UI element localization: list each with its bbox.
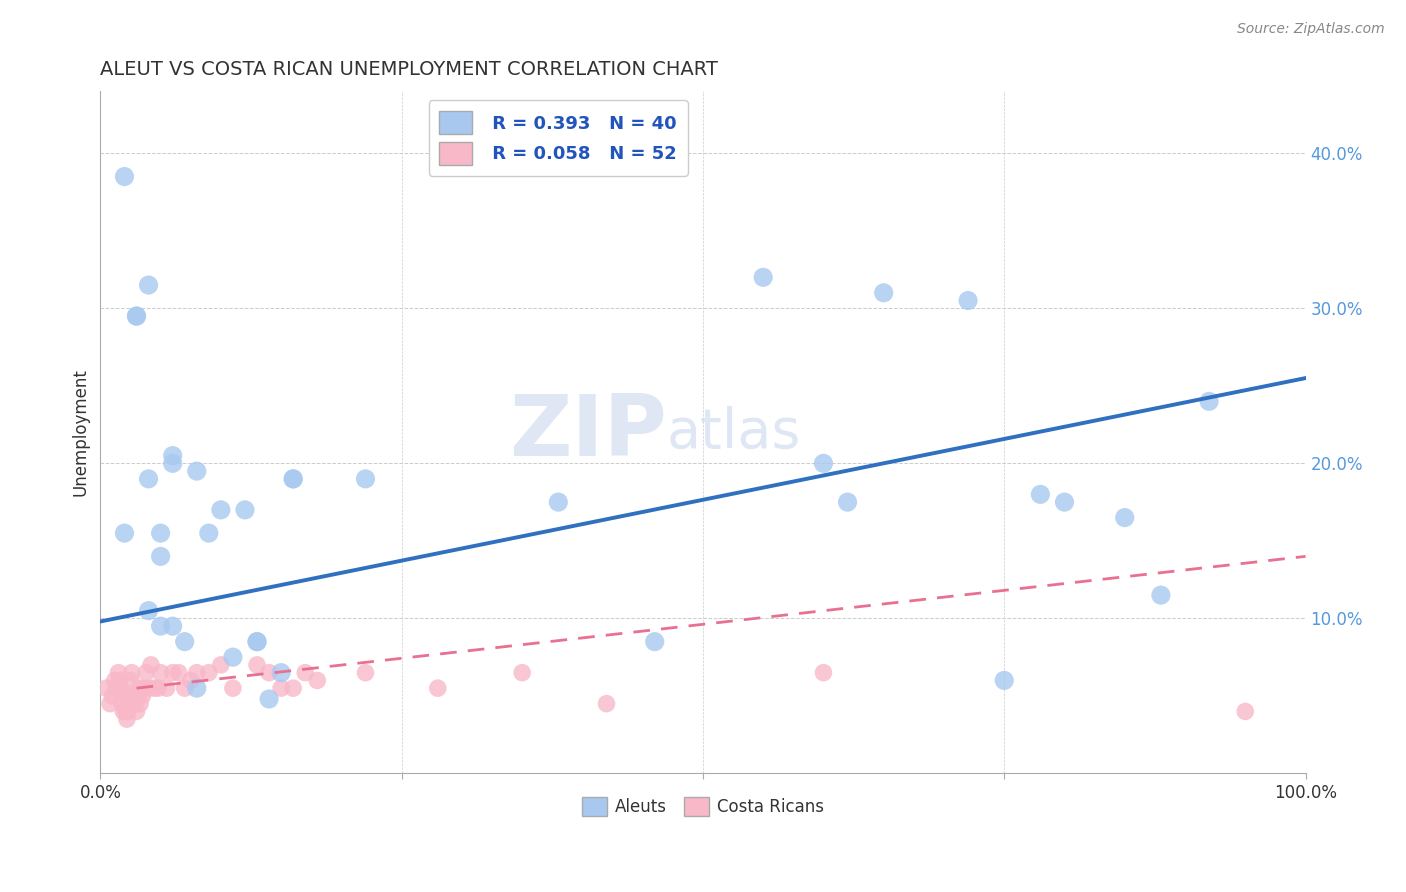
Point: [114, 705, 136, 719]
Point: [149, 619, 172, 633]
Point: [426, 681, 449, 695]
Point: [1234, 705, 1257, 719]
Point: [957, 293, 980, 308]
Point: [246, 634, 269, 648]
Point: [547, 495, 569, 509]
Point: [198, 665, 221, 680]
Point: [125, 309, 148, 323]
Point: [138, 472, 160, 486]
Point: [209, 503, 232, 517]
Point: [837, 495, 859, 509]
Point: [149, 549, 172, 564]
Point: [354, 472, 377, 486]
Point: [138, 681, 160, 695]
Point: [1029, 487, 1052, 501]
Point: [101, 689, 124, 703]
Text: atlas: atlas: [666, 405, 801, 459]
Legend: Aleuts, Costa Ricans: Aleuts, Costa Ricans: [575, 790, 831, 823]
Point: [186, 464, 208, 478]
Point: [1114, 510, 1136, 524]
Text: ALEUT VS COSTA RICAN UNEMPLOYMENT CORRELATION CHART: ALEUT VS COSTA RICAN UNEMPLOYMENT CORREL…: [100, 60, 718, 78]
Point: [873, 285, 896, 300]
Point: [117, 705, 139, 719]
Point: [246, 657, 269, 672]
Point: [198, 526, 221, 541]
Point: [110, 681, 132, 695]
Point: [257, 665, 280, 680]
Point: [167, 665, 190, 680]
Point: [149, 526, 172, 541]
Point: [104, 673, 127, 688]
Point: [108, 673, 131, 688]
Point: [993, 673, 1015, 688]
Point: [122, 689, 145, 703]
Point: [510, 665, 533, 680]
Point: [96, 681, 118, 695]
Point: [644, 634, 666, 648]
Point: [186, 665, 208, 680]
Point: [132, 681, 155, 695]
Point: [138, 278, 160, 293]
Point: [118, 697, 141, 711]
Point: [148, 681, 170, 695]
Point: [122, 697, 145, 711]
Point: [125, 309, 148, 323]
Point: [112, 705, 135, 719]
Point: [813, 665, 835, 680]
Point: [149, 665, 172, 680]
Point: [143, 681, 166, 695]
Point: [162, 665, 184, 680]
Point: [270, 665, 292, 680]
Point: [107, 665, 129, 680]
Point: [1198, 394, 1220, 409]
Point: [114, 169, 136, 184]
Point: [128, 681, 150, 695]
Point: [98, 697, 121, 711]
Point: [121, 665, 143, 680]
Point: [186, 681, 208, 695]
Point: [173, 681, 195, 695]
Point: [1150, 588, 1173, 602]
Point: [162, 456, 184, 470]
Text: ZIP: ZIP: [509, 391, 666, 474]
Point: [283, 472, 305, 486]
Point: [257, 692, 280, 706]
Point: [813, 456, 835, 470]
Point: [294, 665, 316, 680]
Point: [127, 689, 149, 703]
Point: [246, 634, 269, 648]
Point: [222, 650, 245, 665]
Point: [283, 681, 305, 695]
Point: [125, 705, 148, 719]
Point: [111, 697, 134, 711]
Point: [180, 673, 202, 688]
Point: [752, 270, 775, 285]
Point: [162, 619, 184, 633]
Point: [139, 657, 162, 672]
Point: [222, 681, 245, 695]
Point: [354, 665, 377, 680]
Point: [270, 681, 292, 695]
Point: [307, 673, 329, 688]
Point: [173, 634, 195, 648]
Point: [283, 472, 305, 486]
Point: [209, 657, 232, 672]
Text: Source: ZipAtlas.com: Source: ZipAtlas.com: [1237, 22, 1385, 37]
Point: [233, 503, 256, 517]
Point: [162, 449, 184, 463]
Point: [131, 689, 153, 703]
Point: [120, 673, 142, 688]
Point: [1053, 495, 1076, 509]
Point: [595, 697, 617, 711]
Point: [138, 604, 160, 618]
Point: [156, 681, 179, 695]
Point: [114, 526, 136, 541]
Point: [135, 665, 157, 680]
Point: [115, 712, 138, 726]
Point: [129, 697, 152, 711]
Point: [105, 681, 128, 695]
Point: [114, 689, 136, 703]
Y-axis label: Unemployment: Unemployment: [72, 368, 89, 496]
